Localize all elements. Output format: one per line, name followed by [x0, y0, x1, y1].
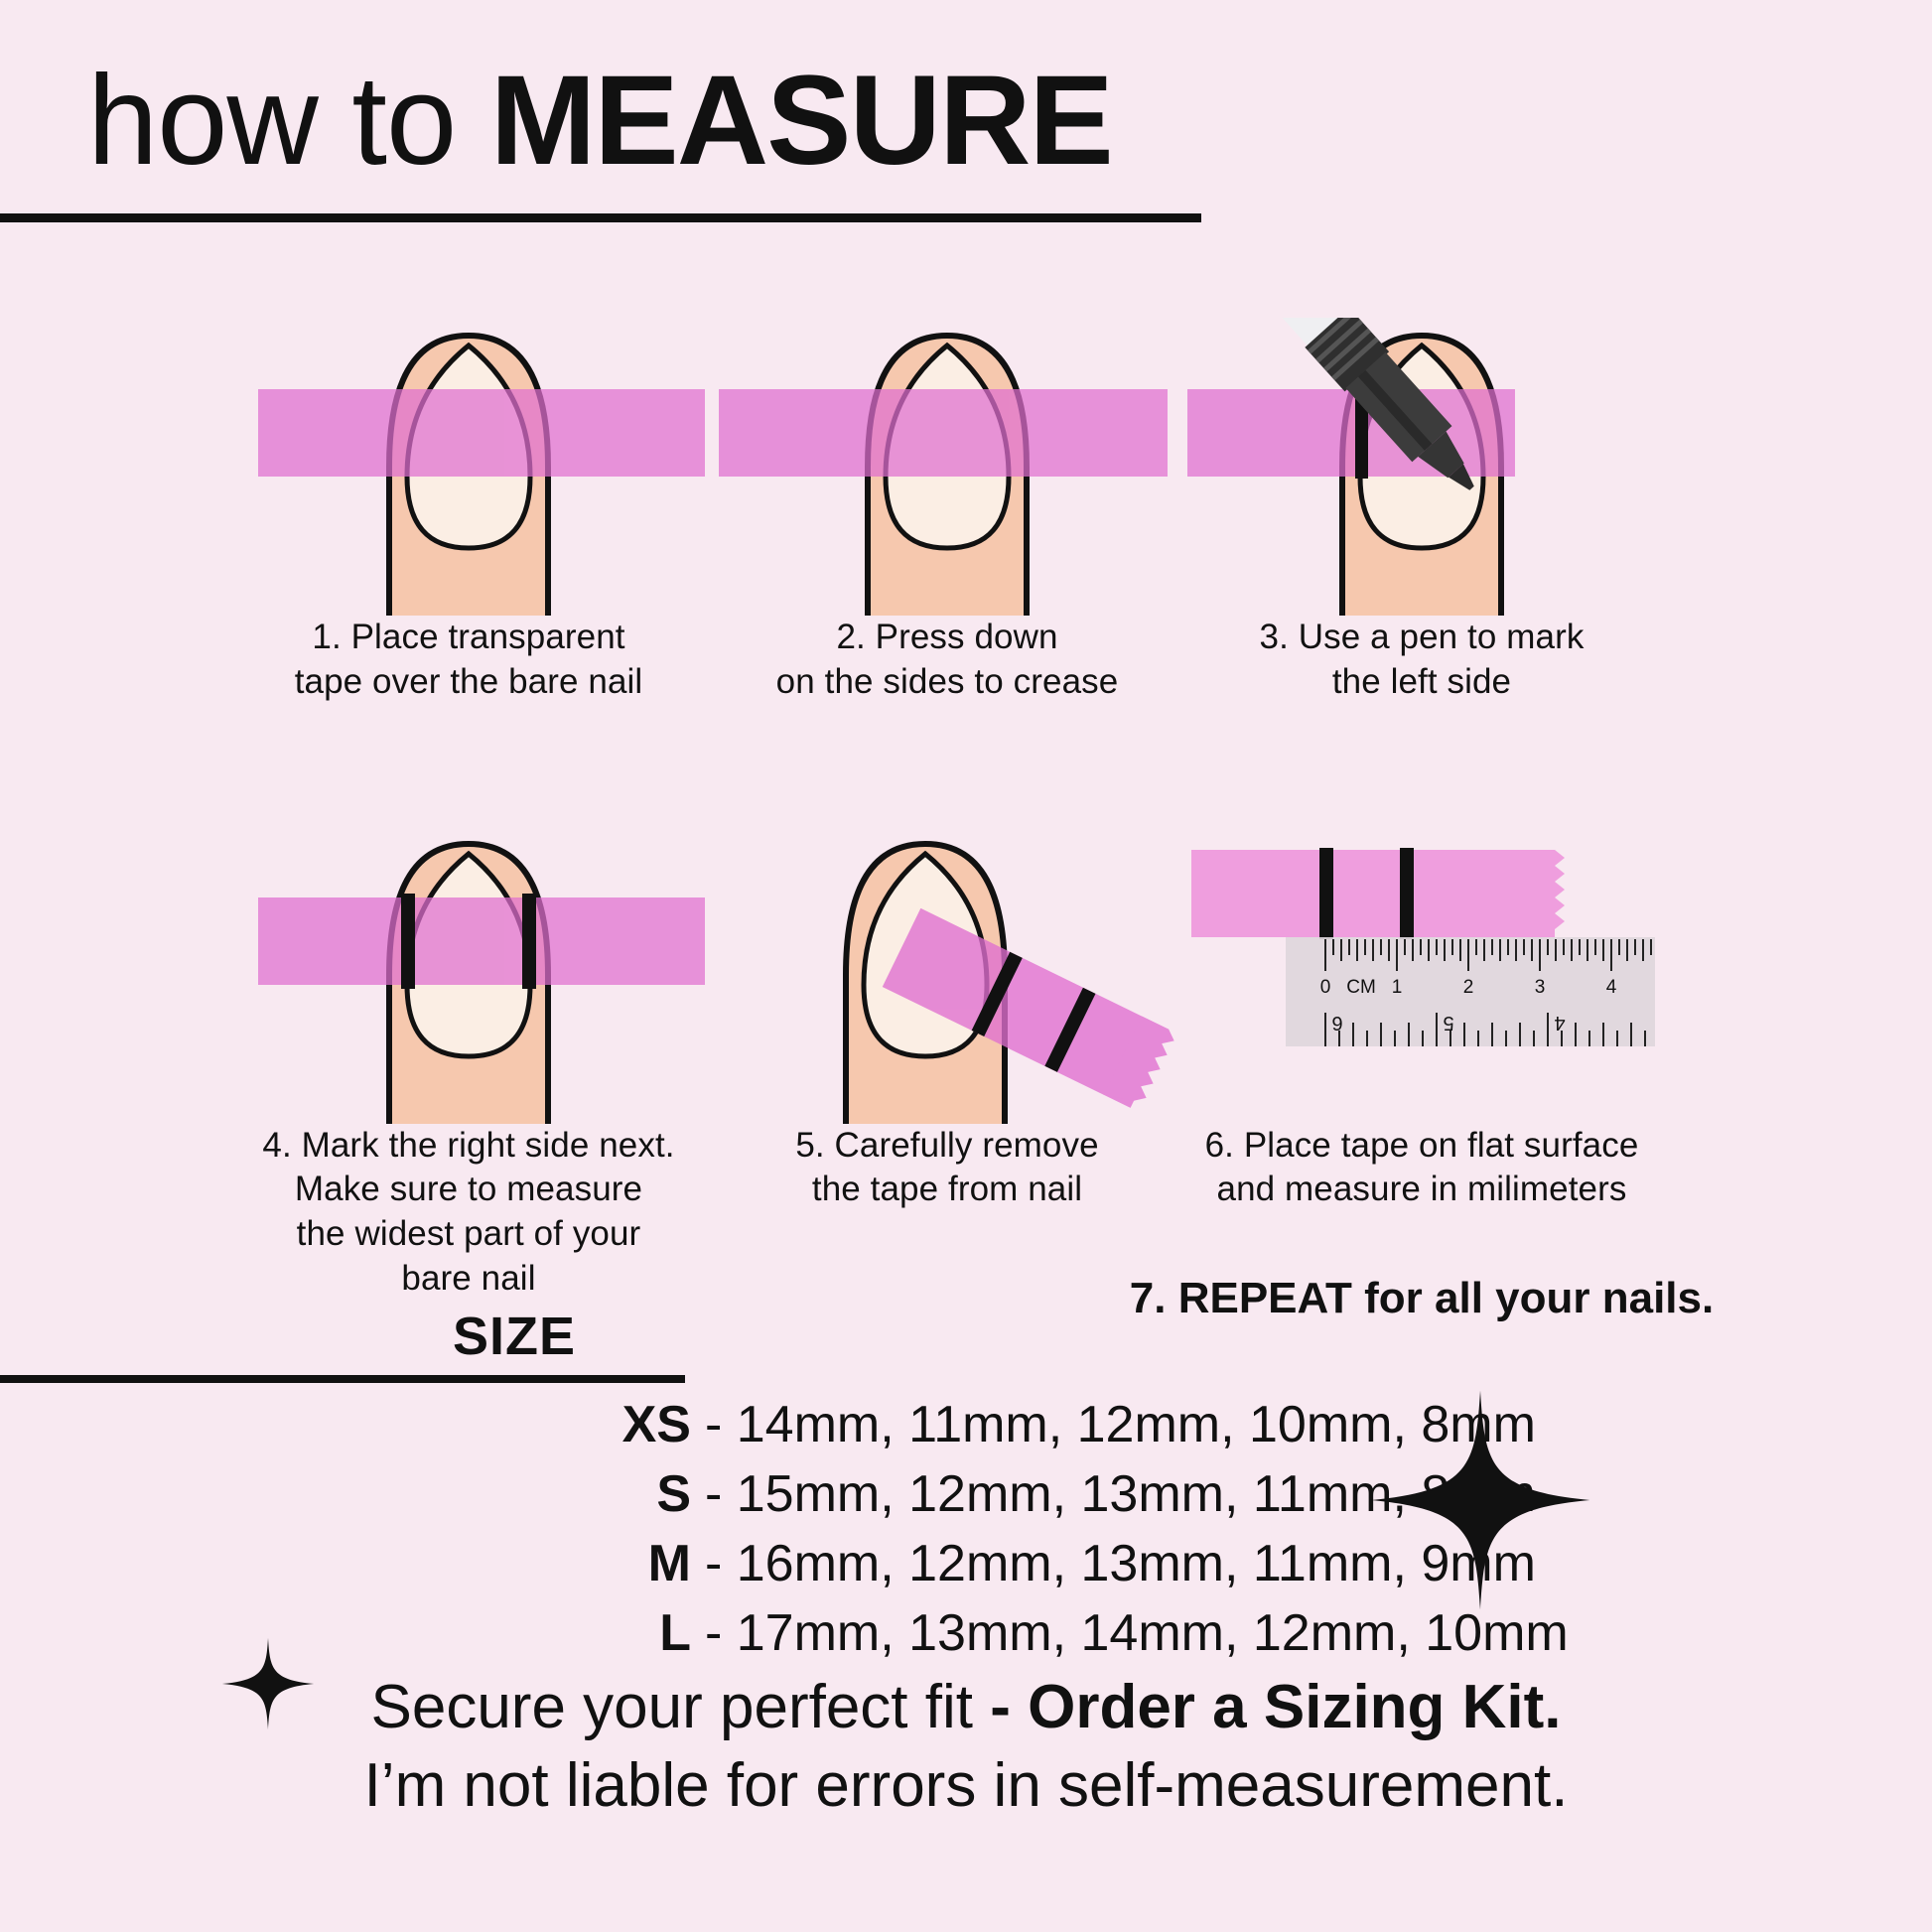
tape-band-creased: [719, 389, 1168, 477]
size-heading: SIZE: [452, 1307, 576, 1366]
sparkle-icon: [221, 1637, 315, 1730]
tape-band: [258, 389, 705, 477]
tape-removal-diagram: [843, 840, 1174, 1157]
step-4-illustration: [220, 826, 717, 1157]
steps-row-2: 4. Mark the right side next. Make sure t…: [0, 826, 1932, 1324]
steps-section: 1. Place transparent tape over the bare …: [0, 228, 1932, 1324]
step-6: 0 CM 1 2 3 4 5: [1130, 826, 1714, 1324]
size-chart-header: SIZE: [0, 1306, 695, 1383]
svg-text:3: 3: [1535, 977, 1546, 998]
right-mark: [1044, 987, 1096, 1072]
step-3-caption: 3. Use a pen to mark the left side: [1259, 618, 1585, 701]
page-title: how to MEASURE: [0, 54, 1201, 188]
size-underline-rule: [0, 1375, 685, 1383]
size-chart-rows: XS - 14mm, 11mm, 12mm, 10mm, 8mm S - 15m…: [0, 1395, 1569, 1673]
svg-text:4: 4: [1554, 1012, 1565, 1034]
step-3: 3. Use a pen to mark the left side: [1173, 228, 1670, 705]
ruler-top-ticks: [1324, 938, 1652, 971]
size-values-m: - 16mm, 12mm, 13mm, 11mm, 9mm: [705, 1535, 1536, 1592]
size-label-s: S: [656, 1465, 691, 1523]
step-6-caption: 6. Place tape on flat surface and measur…: [1204, 1125, 1639, 1209]
right-mark: [522, 893, 536, 989]
footer-line-1-normal: Secure your perfect fit: [370, 1673, 991, 1741]
step-1: 1. Place transparent tape over the bare …: [220, 318, 717, 705]
svg-text:6: 6: [1331, 1012, 1342, 1034]
size-values-l: - 17mm, 13mm, 14mm, 12mm, 10mm: [705, 1604, 1569, 1662]
svg-text:5: 5: [1443, 1012, 1453, 1034]
step-2-caption: 2. Press down on the sides to crease: [775, 618, 1119, 701]
size-row-s: S - 15mm, 12mm, 13mm, 11mm, 8mm: [0, 1464, 1536, 1524]
step-2-illustration: [699, 318, 1195, 648]
tape-band: [258, 897, 705, 985]
step-3-illustration: [1173, 228, 1670, 648]
step-2: 2. Press down on the sides to crease: [699, 318, 1195, 705]
step-6-illustration: 0 CM 1 2 3 4 5: [1173, 826, 1680, 1124]
left-mark: [971, 951, 1023, 1036]
step-4: 4. Mark the right side next. Make sure t…: [220, 826, 717, 1324]
size-row-m: M - 16mm, 12mm, 13mm, 11mm, 9mm: [0, 1534, 1536, 1593]
tape-marks: [971, 951, 1096, 1072]
step-5-caption: 5. Carefully remove the tape from nail: [795, 1125, 1099, 1209]
svg-text:0: 0: [1320, 977, 1331, 998]
footer-line-1-bold: - Order a Sizing Kit.: [990, 1673, 1562, 1741]
size-values-s: - 15mm, 12mm, 13mm, 11mm, 8mm: [705, 1465, 1536, 1523]
step-5: 5. Carefully remove the tape from nail: [699, 826, 1195, 1324]
tape-on-ruler-diagram: 0 CM 1 2 3 4 5: [1191, 847, 1680, 1046]
step-1-caption: 1. Place transparent tape over the bare …: [294, 618, 643, 701]
step-4-caption: 4. Mark the right side next. Make sure t…: [262, 1125, 675, 1298]
step-5-illustration: [699, 826, 1195, 1157]
left-mark: [1319, 847, 1333, 939]
ruler-body: [1286, 936, 1655, 1046]
footer-line-1: Secure your perfect fit - Order a Sizing…: [0, 1668, 1932, 1746]
left-mark: [401, 893, 415, 989]
tape-peeled: [882, 907, 1174, 1108]
nail-two-marks-diagram: [258, 840, 705, 1157]
svg-text:CM: CM: [1346, 977, 1376, 998]
svg-text:4: 4: [1606, 977, 1617, 998]
ruler-inch-labels: 6 5 4: [1331, 1012, 1565, 1034]
title-underline-rule: [0, 213, 1201, 223]
nail-tape-diagram-2: [719, 332, 1168, 648]
title-bold-part: MEASURE: [489, 50, 1114, 192]
steps-row-1: 1. Place transparent tape over the bare …: [0, 228, 1932, 705]
page-header: how to MEASURE: [0, 54, 1201, 223]
footer-section: Secure your perfect fit - Order a Sizing…: [0, 1668, 1932, 1826]
size-row-l: L - 17mm, 13mm, 14mm, 12mm, 10mm: [0, 1603, 1569, 1663]
size-label-m: M: [647, 1535, 691, 1592]
svg-text:1: 1: [1392, 977, 1403, 998]
size-label-l: L: [659, 1604, 691, 1662]
left-mark: [1355, 387, 1368, 479]
footer-line-2: I’m not liable for errors in self-measur…: [363, 1751, 1569, 1821]
step-7-text: 7. REPEAT for all your nails.: [1129, 1274, 1715, 1323]
svg-text:2: 2: [1463, 977, 1474, 998]
size-label-xs: XS: [621, 1396, 691, 1453]
nail-tape-diagram-1: [258, 332, 705, 648]
tape-flat: [1191, 849, 1565, 937]
nail-pen-diagram: [1187, 228, 1515, 648]
size-row-xs: XS - 14mm, 11mm, 12mm, 10mm, 8mm: [0, 1395, 1536, 1454]
size-values-xs: - 14mm, 11mm, 12mm, 10mm, 8mm: [705, 1396, 1536, 1453]
sparkle-icon: [1370, 1390, 1590, 1610]
right-mark: [1400, 847, 1414, 939]
step-1-illustration: [220, 318, 717, 648]
title-thin-part: how to: [87, 50, 490, 192]
tape-band: [1187, 389, 1515, 477]
ruler-bottom-ticks: [1324, 1012, 1646, 1046]
